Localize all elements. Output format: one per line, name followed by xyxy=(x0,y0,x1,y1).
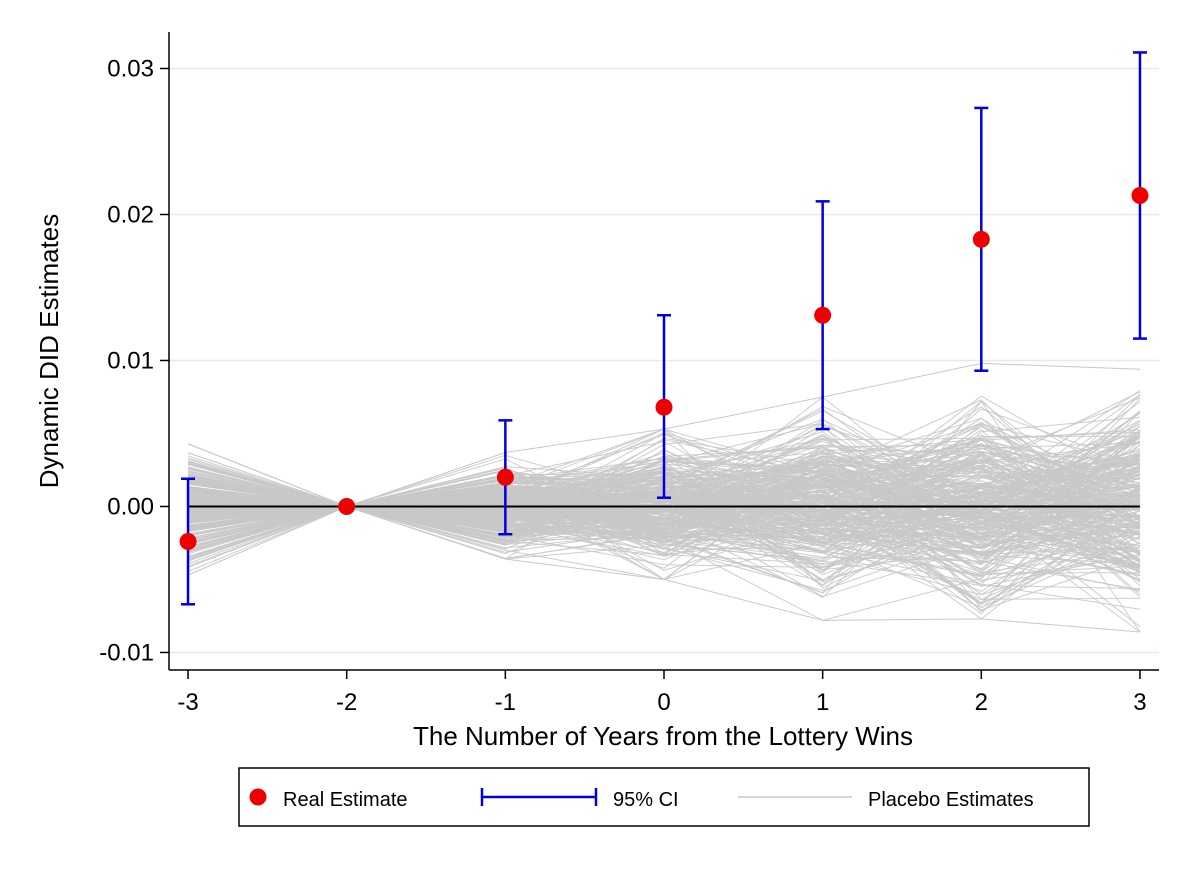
x-axis-title: The Number of Years from the Lottery Win… xyxy=(413,721,913,751)
real-estimate-point-1 xyxy=(814,306,832,324)
y-tick-label: -0.01 xyxy=(99,639,154,666)
real-estimate-layer xyxy=(179,187,1149,551)
legend-marker-95-ci xyxy=(480,788,598,806)
real-estimate-point-3 xyxy=(1131,187,1149,205)
real-estimate-point--3 xyxy=(179,533,197,551)
y-tick-label: 0.00 xyxy=(107,493,154,520)
x-tick-label: 2 xyxy=(975,689,988,716)
legend-label-placebo-estimates: Placebo Estimates xyxy=(868,789,1034,811)
legend-label-real-estimate: Real Estimate xyxy=(283,789,408,811)
x-tick-label: -3 xyxy=(177,689,198,716)
x-tick-label: 3 xyxy=(1133,689,1146,716)
real-estimate-point-0 xyxy=(655,398,673,416)
legend: Real Estimate 95% CI Placebo Estimates xyxy=(238,767,1090,827)
real-estimate-point-2 xyxy=(972,230,990,248)
y-tick-label: 0.02 xyxy=(107,201,154,228)
y-axis-title: Dynamic DID Estimates xyxy=(34,214,64,489)
legend-label-95-ci: 95% CI xyxy=(613,789,679,811)
x-tick-label: 0 xyxy=(657,689,670,716)
legend-box xyxy=(238,767,1090,827)
y-tick-label: 0.03 xyxy=(107,55,154,82)
legend-marker-real-estimate xyxy=(249,788,267,806)
real-estimate-point--1 xyxy=(496,468,514,486)
x-tick-label: 1 xyxy=(816,689,829,716)
y-tick-label: 0.01 xyxy=(107,347,154,374)
real-estimate-point--2 xyxy=(338,497,356,515)
axis-layer: -0.01 0.00 0.01 0.02 0.03 -3 -2 -1 0 1 2 3 xyxy=(99,32,1159,716)
grid-layer xyxy=(169,67,1159,654)
x-tick-label: -2 xyxy=(336,689,357,716)
x-tick-label: -1 xyxy=(495,689,516,716)
